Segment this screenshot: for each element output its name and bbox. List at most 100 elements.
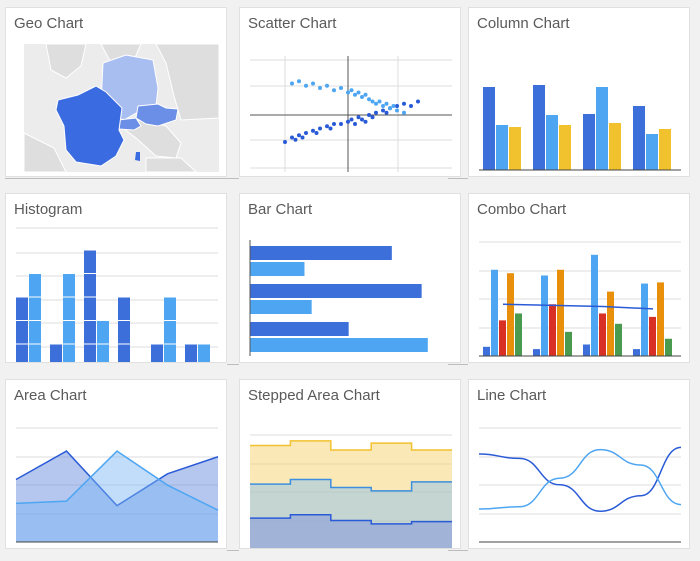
stepped-area-fill	[250, 440, 452, 548]
line-chart-card[interactable]: Line Chart	[468, 379, 690, 549]
scatter-point	[374, 101, 378, 106]
scatter-point	[395, 108, 399, 113]
card-title: Geo Chart	[14, 15, 84, 32]
column-bar	[659, 129, 671, 170]
scatter-point	[367, 113, 371, 117]
average-line	[502, 303, 654, 310]
stepped-area-chart-card[interactable]: Stepped Area Chart	[239, 379, 461, 549]
map-land	[23, 132, 67, 173]
card-title: Column Chart	[477, 15, 570, 32]
scatter-point	[297, 79, 301, 84]
scatter-point	[356, 90, 361, 95]
series-line	[478, 446, 682, 512]
scatter-point	[367, 97, 371, 102]
histogram-bar	[84, 344, 96, 362]
region-switzerland	[117, 117, 142, 131]
stepped-area-line	[250, 514, 452, 525]
histogram-bar	[118, 344, 130, 362]
area-chart-svg	[15, 427, 219, 543]
geo-chart-card[interactable]: Geo Chart	[5, 7, 227, 177]
card-title: Combo Chart	[477, 201, 567, 218]
scatter-point	[395, 104, 399, 108]
combo-chart-card[interactable]: Combo Chart	[468, 193, 690, 363]
scatter-point	[416, 99, 420, 104]
scatter-point	[297, 133, 301, 138]
scatter-point	[374, 110, 378, 115]
combo-bar	[565, 331, 572, 356]
area-fill	[16, 451, 218, 542]
histogram-bar	[198, 344, 210, 362]
horizontal-bar	[250, 284, 422, 298]
card-title: Stepped Area Chart	[248, 387, 380, 404]
histogram-bar	[63, 321, 75, 344]
scatter-point	[304, 83, 308, 88]
combo-bar	[499, 320, 506, 356]
scatter-point	[384, 101, 389, 106]
combo-bar	[649, 316, 656, 356]
scatter-point	[409, 104, 413, 108]
scatter-point	[363, 92, 368, 97]
scatter-point	[402, 110, 406, 115]
scatter-point	[314, 131, 319, 135]
map-land	[155, 43, 220, 121]
scatter-point	[300, 135, 305, 140]
column-bar	[559, 125, 571, 170]
horizontal-bar	[250, 300, 312, 314]
scatter-point	[349, 88, 354, 93]
combo-bar	[615, 323, 622, 356]
column-bar	[609, 123, 621, 170]
combo-bar	[591, 254, 598, 356]
column-chart-card[interactable]: Column Chart	[468, 7, 690, 177]
histogram-bar	[185, 344, 197, 362]
histogram-card[interactable]: Histogram	[5, 193, 227, 363]
scatter-point	[311, 81, 315, 86]
combo-bar	[641, 283, 648, 356]
combo-bar	[665, 338, 672, 356]
card-title: Scatter Chart	[248, 15, 337, 32]
stepped-area-fill	[250, 479, 452, 548]
divider	[448, 364, 468, 365]
scatter-point	[318, 126, 322, 131]
bar-chart-card[interactable]: Bar Chart	[239, 193, 461, 363]
histogram-bar	[84, 250, 96, 273]
combo-bar	[515, 313, 522, 356]
region-austria	[135, 103, 179, 127]
column-bar	[496, 125, 508, 170]
scatter-point	[353, 92, 357, 97]
scatter-point	[381, 104, 385, 108]
scatter-point	[346, 119, 350, 124]
series-line	[478, 448, 682, 510]
combo-bar	[507, 273, 514, 356]
stepped-area-fill	[250, 514, 452, 548]
scatter-point	[318, 86, 322, 90]
histogram-bar	[63, 297, 75, 320]
stepped-area-chart-svg	[250, 434, 452, 548]
scatter-point	[304, 131, 308, 135]
scatter-point	[402, 101, 406, 106]
column-bar	[596, 87, 608, 170]
scatter-point	[339, 86, 343, 90]
histogram-bar	[84, 321, 96, 344]
scatter-point	[363, 119, 368, 124]
histogram-bar	[29, 274, 41, 297]
bar-chart-svg	[249, 240, 428, 356]
stepped-area-line	[250, 440, 452, 451]
combo-bar	[599, 313, 606, 356]
line-chart-svg	[478, 427, 682, 543]
scatter-point	[283, 140, 287, 144]
area-chart-card[interactable]: Area Chart	[5, 379, 227, 549]
map-land	[145, 157, 198, 173]
scatter-point	[391, 104, 396, 108]
combo-bar	[483, 346, 490, 356]
card-title: Bar Chart	[248, 201, 313, 218]
divider	[227, 178, 239, 179]
divider	[448, 550, 468, 551]
map-land	[45, 43, 87, 79]
column-chart-svg	[479, 85, 681, 171]
region-corsica	[135, 152, 140, 161]
combo-bar	[583, 344, 590, 356]
scatter-chart-card[interactable]: Scatter Chart	[239, 7, 461, 177]
combo-bar	[549, 304, 556, 356]
area-line	[15, 450, 219, 507]
histogram-bar	[29, 344, 41, 362]
